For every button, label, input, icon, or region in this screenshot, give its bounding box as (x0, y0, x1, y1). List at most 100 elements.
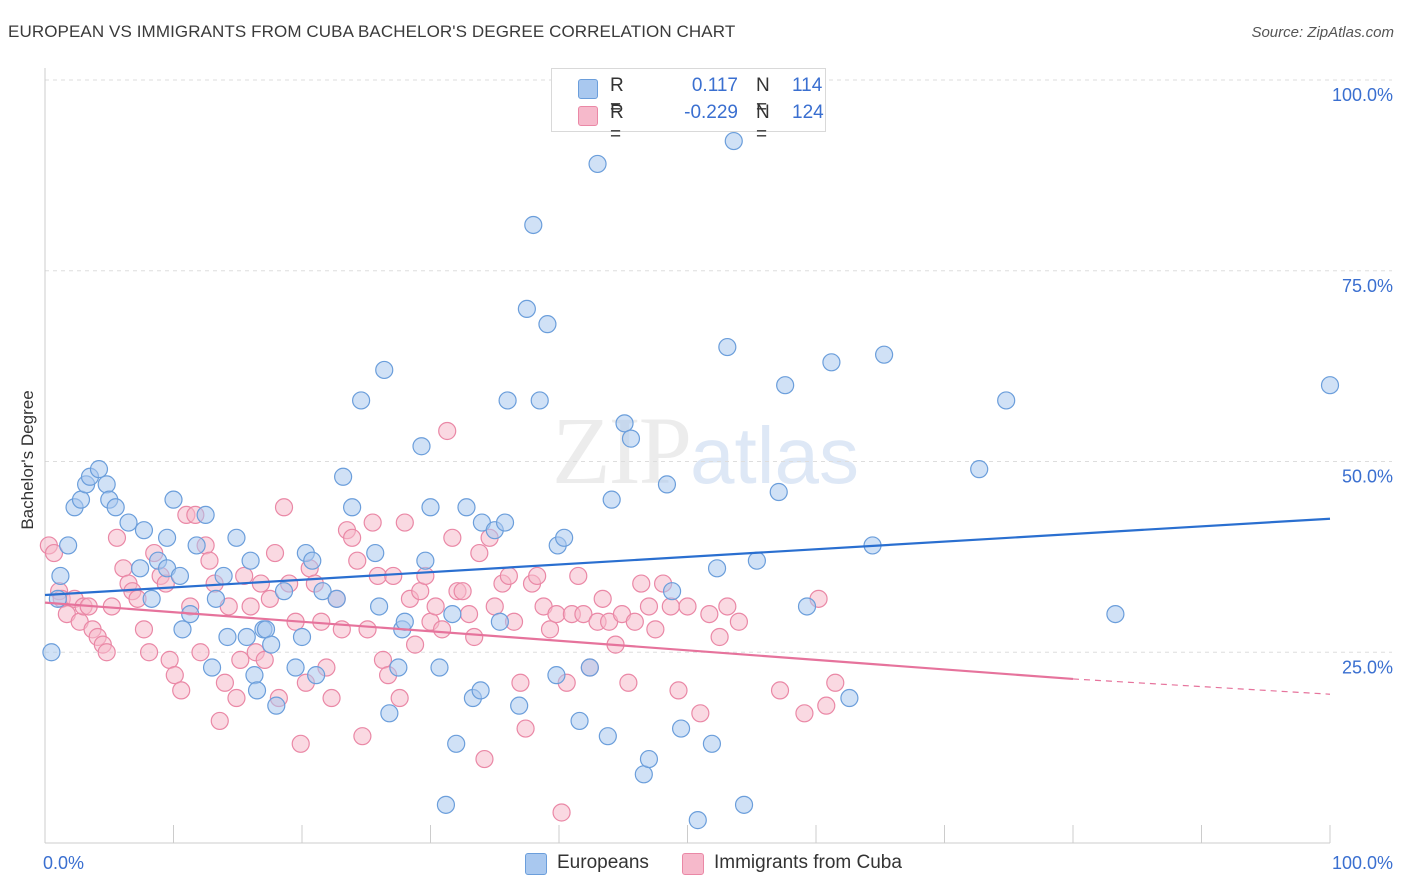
cuba-point (826, 673, 845, 692)
europeans-point (747, 551, 766, 570)
europeans-point (776, 376, 795, 395)
n-value: 114 (792, 75, 823, 96)
cuba-point (499, 566, 518, 586)
cuba-point (160, 650, 179, 669)
europeans-point (822, 353, 841, 372)
europeans-point (707, 559, 727, 578)
cuba-point (172, 681, 191, 700)
europeans-point (71, 490, 91, 509)
cuba-point (710, 627, 729, 647)
europeans-point (218, 627, 237, 647)
chart-title: EUROPEAN VS IMMIGRANTS FROM CUBA BACHELO… (8, 22, 736, 41)
europeans-point (588, 154, 607, 174)
cuba-point (459, 604, 479, 624)
europeans-point (352, 391, 371, 410)
europeans-point (615, 414, 634, 433)
europeans-point (256, 620, 276, 639)
europeans-point (119, 513, 138, 532)
cuba-point (373, 650, 393, 669)
europeans-point (307, 666, 326, 685)
europeans-point (688, 811, 707, 830)
cuba-point (669, 681, 688, 700)
europeans-point (970, 460, 989, 479)
trend-layer (44, 517, 1331, 695)
europeans-point (447, 734, 466, 753)
europeans-point (366, 543, 385, 563)
n-value: 124 (792, 102, 824, 123)
europeans-point (247, 681, 267, 700)
europeans-point (530, 391, 549, 410)
source-label: Source: ZipAtlas.com (1251, 24, 1394, 41)
cuba-point (691, 704, 710, 723)
cuba-point (97, 643, 116, 662)
cuba-point (44, 543, 64, 563)
cuba-point (274, 498, 294, 517)
europeans-point (430, 658, 449, 677)
europeans-point (89, 460, 109, 479)
europeans-point (457, 498, 476, 517)
cuba-point (405, 635, 425, 654)
cuba-point (453, 582, 472, 601)
europeans-point (662, 582, 682, 601)
correlation-legend: R = 0.117 N = 114 R = -0.229 N = 124 (551, 68, 826, 145)
cuba-point (343, 528, 362, 547)
cuba-swatch (578, 106, 598, 126)
europeans-point (274, 582, 294, 601)
y-axis-label: Bachelor's Degree (18, 390, 37, 530)
europeans-point (634, 765, 653, 784)
cuba-point (516, 719, 535, 738)
cuba-point (485, 597, 504, 616)
europeans-point (262, 635, 281, 654)
europeans-point (173, 620, 192, 639)
europeans-point (214, 566, 233, 586)
cuba-point (632, 574, 651, 593)
europeans-points (42, 131, 1340, 830)
europeans-point (170, 566, 190, 586)
cuba-point (139, 643, 159, 662)
cuba-legend-label: Immigrants from Cuba (714, 852, 902, 873)
europeans-point (621, 429, 641, 448)
europeans-point (671, 719, 691, 738)
cuba-point (619, 673, 638, 692)
europeans-point (724, 131, 743, 151)
europeans-point (241, 551, 260, 570)
y-tick-label: 100.0% (1332, 85, 1393, 105)
x-tick-label: 100.0% (1332, 853, 1393, 873)
cuba-point (639, 597, 659, 616)
europeans-point (370, 597, 389, 616)
r-label: R = (610, 75, 624, 118)
europeans-point (375, 360, 394, 380)
cuba-point (260, 589, 279, 608)
europeans-point (490, 612, 509, 631)
cuba-point (322, 688, 341, 708)
europeans-point (380, 704, 399, 723)
europeans-point (436, 795, 456, 814)
europeans-point (343, 498, 362, 517)
n-label: N = (756, 102, 770, 145)
y-tick-label: 25.0% (1342, 657, 1393, 677)
europeans-point (538, 315, 557, 334)
europeans-swatch (578, 79, 598, 99)
europeans-point (142, 589, 161, 608)
europeans-point (580, 658, 599, 677)
cuba-point (384, 566, 403, 586)
cuba-point (231, 650, 250, 669)
europeans-point (42, 643, 61, 662)
europeans-point (134, 521, 154, 540)
cuba-point (438, 421, 457, 441)
europeans-point (471, 681, 490, 700)
europeans-point (718, 337, 737, 357)
europeans-point (206, 589, 226, 608)
cuba-point (227, 688, 246, 708)
europeans-point (51, 566, 70, 586)
europeans-point (157, 528, 177, 547)
cuba-point (210, 711, 229, 731)
cuba-point (348, 551, 367, 570)
x-tick-label: 0.0% (43, 853, 84, 873)
europeans-point (245, 666, 264, 685)
europeans-point (97, 475, 116, 494)
cuba-point (817, 696, 836, 715)
europeans-point (313, 582, 332, 601)
europeans-point (443, 604, 462, 624)
